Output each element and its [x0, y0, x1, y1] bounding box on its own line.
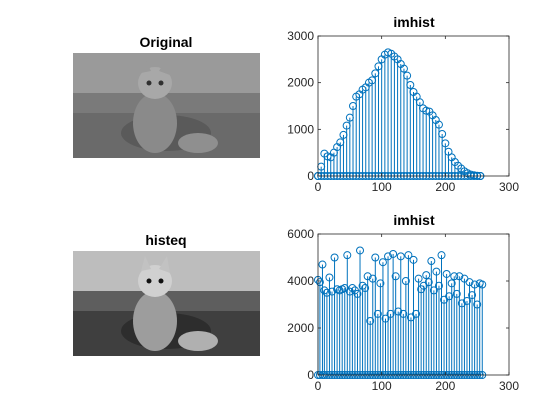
- stem-marker: [403, 71, 412, 80]
- stem-marker: [396, 252, 405, 261]
- stem-marker: [361, 284, 370, 293]
- y-tick-label: 0: [307, 169, 314, 183]
- y-tick-label: 4000: [287, 274, 314, 288]
- cat-photo-icon: [73, 53, 260, 158]
- x-tick-label: 0: [315, 379, 322, 393]
- stem-marker: [404, 251, 413, 260]
- stem-marker: [422, 271, 431, 280]
- stem-marker: [394, 307, 403, 316]
- stem-marker: [457, 299, 466, 308]
- stem-marker: [371, 253, 380, 262]
- stem-marker: [415, 98, 424, 107]
- stem-marker: [478, 280, 487, 289]
- stem-marker: [315, 278, 324, 287]
- cat-photo-icon: [73, 251, 260, 356]
- stem-marker: [414, 274, 423, 283]
- chart-title: imhist: [393, 14, 435, 30]
- x-tick-label: 300: [499, 379, 519, 393]
- x-tick-label: 0: [315, 180, 322, 194]
- stem-marker: [473, 300, 482, 309]
- y-tick-label: 2000: [287, 321, 314, 335]
- stem-marker: [432, 267, 441, 276]
- y-tick-label: 0: [307, 368, 314, 382]
- stem-marker: [323, 152, 332, 161]
- stem-marker: [462, 296, 471, 305]
- stem-marker: [322, 288, 331, 297]
- stem-marker: [353, 289, 362, 298]
- stem-marker: [381, 314, 390, 323]
- stem-marker: [384, 252, 393, 261]
- stem-marker: [328, 287, 337, 296]
- stem-marker: [434, 120, 443, 129]
- stem-marker: [470, 280, 479, 289]
- stem-marker: [434, 281, 443, 290]
- stem-marker: [445, 292, 454, 301]
- stem-marker: [389, 249, 398, 258]
- stem-marker: [358, 281, 367, 290]
- stem-marker: [366, 316, 375, 325]
- stem-marker: [401, 277, 410, 285]
- stem-marker: [429, 286, 438, 295]
- chart-title: imhist: [393, 212, 435, 228]
- stem-marker: [320, 286, 329, 295]
- x-tick-label: 300: [499, 180, 519, 194]
- stem-marker: [450, 272, 459, 281]
- stem-marker: [391, 272, 400, 281]
- histogram-histeq: imhist 0 100 200 300 0 2000 4000 6000: [287, 212, 519, 393]
- stem-marker: [427, 257, 436, 266]
- stem-marker: [424, 278, 433, 287]
- stem-marker: [386, 309, 395, 318]
- stem-marker: [447, 279, 456, 288]
- stem-marker: [437, 251, 446, 260]
- x-tick-label: 200: [435, 180, 455, 194]
- stem-marker: [465, 278, 474, 287]
- axes-box: [317, 35, 510, 177]
- y-tick-label: 2000: [287, 76, 314, 90]
- y-tick-label: 1000: [287, 122, 314, 136]
- axes-box: [317, 233, 510, 376]
- y-tick-label: 6000: [287, 227, 314, 241]
- stem-marker: [422, 106, 431, 115]
- stem-marker: [438, 130, 447, 138]
- image-title-original: Original: [140, 34, 193, 50]
- stem-marker: [452, 289, 461, 298]
- stem-marker: [409, 255, 418, 264]
- stem-marker: [406, 81, 415, 89]
- stem-marker: [348, 284, 357, 293]
- stem-marker: [356, 246, 365, 255]
- stem-marker: [455, 272, 464, 281]
- image-title-histeq: histeq: [145, 232, 186, 248]
- stem-marker: [330, 253, 339, 262]
- x-tick-label: 100: [372, 180, 392, 194]
- stem-marker: [412, 309, 421, 318]
- x-tick-label: 200: [435, 379, 455, 393]
- stem-marker: [373, 309, 382, 318]
- x-tick-label: 100: [372, 379, 392, 393]
- y-tick-label: 3000: [287, 29, 314, 43]
- stem-marker: [368, 274, 377, 283]
- stem-marker: [399, 309, 408, 318]
- original-image-panel: Original: [73, 34, 260, 158]
- stem-marker: [378, 258, 387, 267]
- stem-marker: [343, 251, 352, 260]
- stem-marker: [442, 269, 451, 278]
- stem-marker: [376, 279, 385, 288]
- stem-marker: [363, 272, 372, 281]
- stem-marker: [325, 273, 334, 282]
- stem-marker: [441, 139, 450, 148]
- stem-marker: [399, 64, 408, 73]
- stem-marker: [318, 260, 327, 269]
- histeq-image-panel: histeq: [73, 232, 260, 356]
- stem-marker: [468, 291, 477, 300]
